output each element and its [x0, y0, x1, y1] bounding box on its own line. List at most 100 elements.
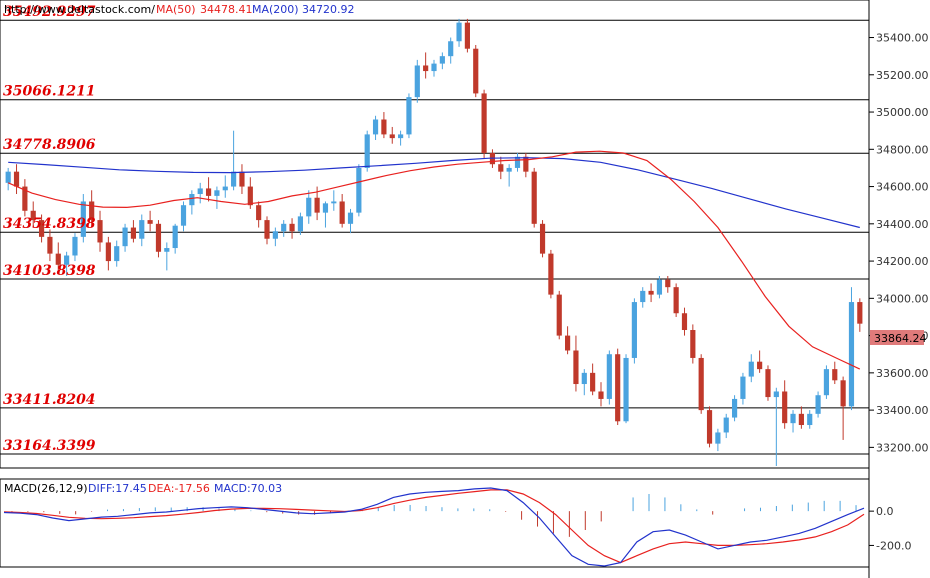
candle-up: [514, 156, 521, 168]
candle-up: [623, 357, 629, 422]
candle-down: [757, 361, 763, 370]
candle-down: [30, 210, 36, 221]
candle-down: [339, 201, 345, 224]
candle-down: [481, 93, 487, 154]
candle-down: [256, 205, 262, 221]
candle-down: [665, 279, 671, 288]
candle-up: [790, 413, 796, 424]
candle-down: [147, 220, 153, 224]
candle-down: [130, 227, 137, 239]
ma200-value: 34720.92: [302, 3, 355, 16]
candle-up: [180, 205, 187, 226]
candle-down: [548, 253, 554, 295]
candle-down: [590, 372, 596, 392]
candle-down: [464, 22, 470, 49]
candle-down: [673, 287, 679, 314]
candle-up: [189, 194, 195, 206]
candle-down: [556, 294, 562, 336]
candle-down: [565, 335, 571, 351]
price-axis-label: 33400.00: [876, 404, 929, 417]
candle-down: [832, 369, 838, 381]
price-axis-label: 35000.00: [876, 106, 929, 119]
candle-up: [406, 97, 412, 135]
price-axis-label: 34600.00: [876, 181, 929, 194]
candle-up: [848, 302, 855, 407]
macd-dea-line: [3, 489, 865, 564]
candle-down: [381, 119, 387, 135]
candle-up: [122, 227, 128, 247]
ma50-label: MA(50): [156, 3, 196, 16]
candle-down: [706, 410, 713, 444]
candle-up: [331, 201, 337, 204]
candle-up: [139, 220, 145, 239]
candle-up: [431, 63, 437, 72]
ma50-line: [7, 150, 861, 370]
candle-up: [356, 167, 362, 213]
source-url: http://www.deltastock.com/: [4, 3, 155, 16]
price-axis-label: 33600.00: [876, 367, 929, 380]
candle-up: [606, 354, 612, 399]
candle-down: [389, 134, 395, 139]
candle-up: [64, 255, 70, 265]
price-axis-label: 34000.00: [876, 292, 929, 305]
price-axis-label: 34200.00: [876, 255, 929, 268]
candle-down: [38, 220, 45, 237]
candle-down: [97, 220, 103, 243]
candle-up: [723, 417, 729, 433]
candle-down: [423, 65, 429, 72]
candle-up: [581, 372, 587, 385]
candle-down: [798, 413, 804, 426]
candle-up: [231, 171, 237, 187]
candle-down: [531, 171, 537, 224]
candle-down: [573, 350, 579, 385]
main-plot-frame: [0, 0, 870, 469]
candle-up: [214, 190, 220, 196]
candle-down: [89, 201, 95, 221]
candle-up: [456, 22, 462, 42]
level-label: 35066.1211: [3, 84, 96, 100]
macd-axis-label: -200.0: [876, 539, 911, 552]
candle-up: [5, 171, 11, 183]
candle-up: [398, 134, 404, 139]
candle-down: [314, 197, 320, 213]
candle-down: [598, 391, 604, 399]
candle-down: [690, 330, 696, 358]
candle-up: [72, 236, 78, 256]
candle-down: [782, 391, 788, 424]
macd-diff: DIFF:17.45: [88, 482, 147, 495]
candle-down: [264, 220, 270, 239]
candle-down: [840, 380, 846, 407]
candle-up: [506, 167, 512, 172]
level-label: 34354.8398: [3, 216, 96, 232]
level-label: 33164.3399: [3, 438, 96, 454]
ma200-line: [8, 157, 860, 229]
candle-up: [823, 369, 830, 396]
price-axis-label: 33200.00: [876, 441, 929, 454]
macd-axis-label: 0.0: [876, 505, 894, 518]
price-tag-box: [870, 330, 924, 345]
candle-up: [306, 197, 312, 217]
candle-up: [297, 216, 303, 232]
candle-up: [815, 395, 821, 414]
candle-down: [289, 223, 295, 232]
candle-down: [13, 171, 20, 187]
ma200-label: MA(200): [252, 3, 299, 16]
candle-up: [748, 361, 754, 377]
candle-down: [155, 223, 162, 252]
level-label: 34103.8398: [3, 263, 96, 279]
candle-up: [731, 398, 738, 418]
candle-down: [539, 223, 546, 254]
ma50-value: 34478.41: [200, 3, 253, 16]
candle-down: [615, 354, 621, 422]
candle-up: [164, 248, 170, 252]
candle-down: [498, 164, 504, 172]
candle-down: [698, 357, 704, 411]
price-tag: 33864.24: [874, 332, 927, 345]
macd-diff-line: [3, 487, 865, 567]
candle-up: [197, 188, 203, 195]
candle-up: [322, 203, 329, 213]
candle-up: [272, 231, 278, 239]
candle-up: [640, 290, 646, 303]
candle-up: [439, 56, 445, 64]
